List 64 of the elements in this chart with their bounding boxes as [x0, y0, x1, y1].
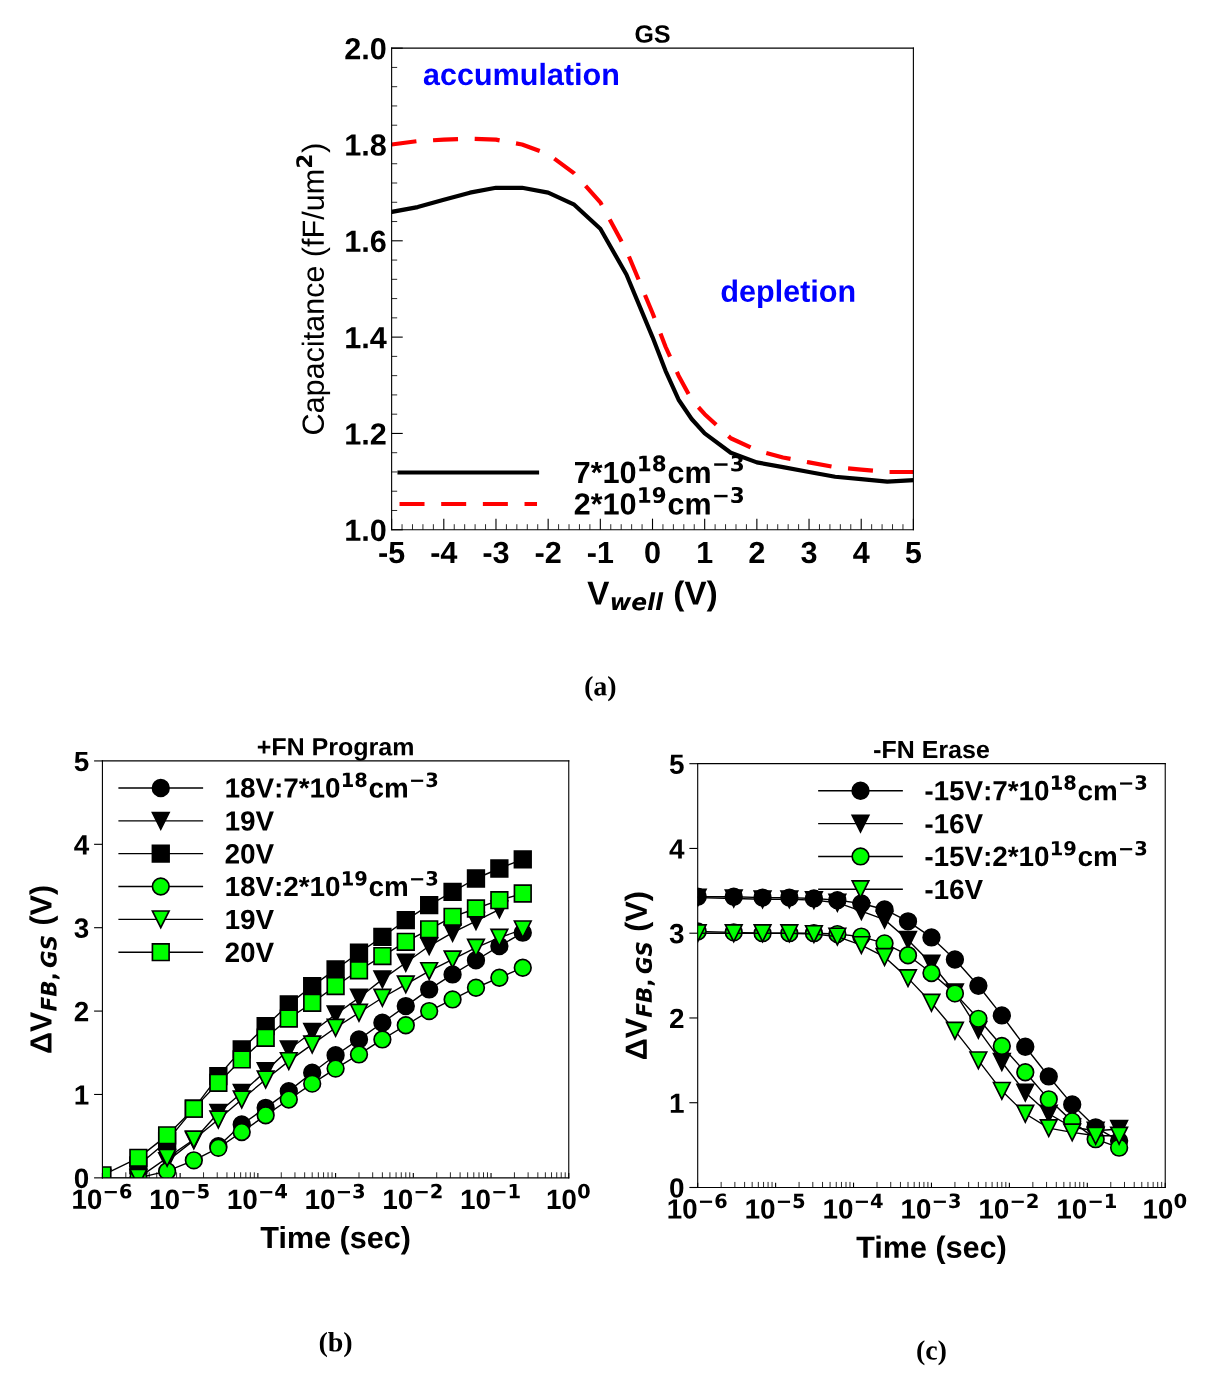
y-tick-label: 1.6	[346, 230, 386, 253]
x-tick-label: 10$^{−2}$	[980, 1193, 1038, 1219]
text: (c)	[917, 1340, 946, 1366]
x-tick-label: -3	[483, 541, 509, 564]
annotation: depletion	[721, 279, 855, 309]
y-tick-label: 4	[669, 839, 685, 859]
x-tick-label: 3	[801, 541, 817, 564]
legend-label: 2*10$^{19}$cm$^{−3}$	[574, 486, 744, 515]
y-tick-label: 1.2	[346, 423, 386, 445]
legend-label: 19V	[226, 909, 274, 930]
y-tick-label: 2.0	[345, 37, 386, 60]
x-tick-label: -2	[535, 541, 561, 564]
x-tick-label: 5	[905, 541, 922, 564]
y-axis-title: ΔV$_{FB,GS}$ (V)	[624, 892, 655, 1059]
chart-title: -FN Erase	[874, 740, 989, 759]
x-tick-label: 4	[853, 541, 870, 564]
annotation: accumulation	[423, 62, 618, 86]
x-tick-label: 0	[645, 541, 660, 564]
legend-label: 19V	[226, 811, 274, 831]
chart-title: +FN Program	[257, 738, 413, 761]
x-tick-label: -1	[587, 541, 614, 564]
x-tick-label: 10$^{−3}$	[902, 1193, 960, 1219]
x-tick-label: 10$^{−5}$	[150, 1184, 209, 1210]
x-tick-label: 10$^{−4}$	[228, 1184, 287, 1210]
y-tick-label: 3	[74, 918, 89, 939]
text: (a)	[585, 676, 616, 702]
y-tick-label: 1	[670, 1093, 684, 1113]
y-tick-label: 5	[669, 754, 684, 775]
chart-title: GS	[635, 25, 670, 43]
y-tick-label: 4	[74, 835, 90, 855]
y-axis-title: Capacitance (fF/um$^{2}$)	[296, 144, 331, 434]
y-tick-label: 1	[75, 1085, 89, 1105]
x-tick-label: 10$^{−3}$	[306, 1183, 365, 1210]
x-tick-label: -5	[379, 541, 405, 564]
y-tick-label: 2	[670, 1008, 684, 1029]
y-tick-label: 1.8	[346, 134, 386, 156]
x-tick-label: 10$^{0}$	[1144, 1193, 1187, 1219]
legend-label: -16V	[925, 813, 983, 834]
y-tick-label: 3	[669, 923, 684, 944]
legend-label: -15V:2*10$^{19}$cm$^{−3}$	[925, 840, 1147, 867]
y-tick-label: 1.4	[346, 327, 387, 349]
y-axis-title: ΔV$_{FB,GS}$ (V)	[29, 886, 60, 1053]
x-tick-label: -4	[431, 541, 458, 564]
x-axis-title: Time (sec)	[260, 1225, 410, 1255]
legend-label: -16V	[925, 879, 983, 900]
x-tick-label: 1	[698, 541, 713, 564]
x-tick-label: 10$^{0}$	[547, 1183, 590, 1210]
legend-label: -15V:7*10$^{18}$cm$^{−3}$	[925, 775, 1147, 801]
legend-label: 20V	[225, 942, 274, 963]
x-tick-label: 2	[749, 541, 765, 564]
y-tick-label: 1.0	[346, 519, 386, 542]
legend-label: 20V	[225, 844, 274, 864]
y-tick-label: 5	[74, 751, 89, 772]
text: (b)	[319, 1332, 352, 1358]
x-axis-title: Time (sec)	[856, 1235, 1006, 1265]
y-tick-label: 2	[74, 1001, 89, 1022]
x-tick-label: 10$^{−5}$	[746, 1193, 805, 1219]
x-tick-label: 10$^{−2}$	[384, 1183, 442, 1210]
legend-label: 18V:7*10$^{18}$cm$^{−3}$	[226, 772, 438, 798]
legend-label: 18V:2*10$^{19}$cm$^{−3}$	[226, 870, 438, 897]
x-tick-label: 10$^{−4}$	[824, 1193, 883, 1219]
x-axis-title: V$_{well}$ (V)	[587, 580, 717, 612]
x-tick-label: 10$^{−1}$	[1058, 1193, 1116, 1219]
x-tick-label: 10$^{−1}$	[461, 1184, 520, 1210]
